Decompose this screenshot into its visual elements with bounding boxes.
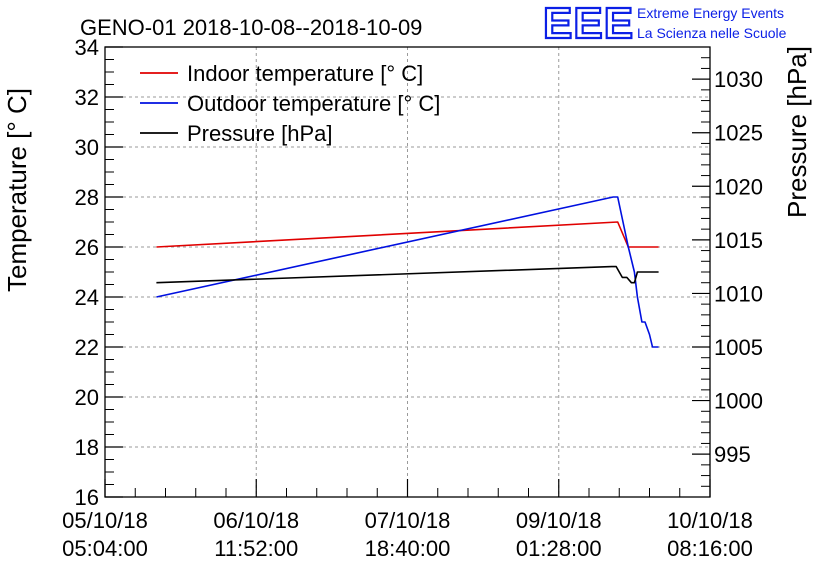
y-tick-label: 16 — [75, 485, 99, 510]
x-axis: 05/10/18 05:04:00 06/10/18 11:52:00 07/10/18… — [62, 479, 753, 561]
x-tick-time-label: 05:04:00 — [62, 536, 148, 561]
y-tick-label: 34 — [75, 35, 99, 60]
y-tick-label: 22 — [75, 335, 99, 360]
x-tick-date-label: 07/10/18 — [365, 508, 451, 533]
series-group — [156, 196, 659, 348]
x-tick-time-label: 11:52:00 — [214, 536, 298, 561]
x-tick-date-label: 10/10/18 — [667, 508, 753, 533]
y2-tick-label: 1020 — [714, 174, 763, 199]
logo-line-1: Extreme Energy Events — [637, 5, 784, 21]
y2-tick-label: 1025 — [714, 121, 763, 146]
logo-line-2: La Scienza nelle Scuole — [637, 25, 787, 41]
y-tick-label: 30 — [75, 135, 99, 160]
grid — [105, 47, 710, 497]
y2-tick-label: 1030 — [714, 67, 763, 92]
eee-logo-text: EEE — [543, 0, 634, 48]
x-tick-time-label: 08:16:00 — [667, 536, 753, 561]
y2-tick-label: 1000 — [714, 389, 763, 414]
series-line-0 — [156, 221, 659, 248]
y2-tick-label: 995 — [714, 442, 751, 467]
x-tick-date-label: 09/10/18 — [516, 508, 602, 533]
y-tick-label: 26 — [75, 235, 99, 260]
y2-tick-label: 1010 — [714, 281, 763, 306]
y-axis-right: 995 1000 1005 1010 1015 1020 1025 1030 — [692, 46, 763, 498]
y-tick-label: 20 — [75, 385, 99, 410]
y-tick-label: 32 — [75, 85, 99, 110]
y-tick-label: 18 — [75, 435, 99, 460]
y-tick-label: 24 — [75, 285, 99, 310]
y2-axis-title: Pressure [hPa] — [782, 46, 812, 218]
x-tick-time-label: 01:28:00 — [516, 536, 602, 561]
y2-tick-label: 1015 — [714, 228, 763, 253]
y-axis-left: 16 18 20 22 24 26 28 30 32 34 — [75, 35, 123, 510]
eee-logo: EEE Extreme Energy Events La Scienza nel… — [542, 0, 787, 49]
y2-tick-label: 1005 — [714, 335, 763, 360]
y-tick-label: 28 — [75, 185, 99, 210]
x-tick-date-label: 05/10/18 — [62, 508, 148, 533]
legend: Indoor temperature [° C] Outdoor temperat… — [140, 61, 440, 146]
series-line-1 — [156, 196, 659, 348]
chart-title: GENO-01 2018-10-08--2018-10-09 — [80, 15, 422, 40]
legend-label-2: Pressure [hPa] — [187, 121, 333, 146]
legend-label-1: Outdoor temperature [° C] — [187, 91, 440, 116]
x-tick-date-label: 06/10/18 — [213, 508, 299, 533]
y-axis-title: Temperature [° C] — [2, 88, 32, 292]
x-tick-time-label: 18:40:00 — [365, 536, 451, 561]
legend-label-0: Indoor temperature [° C] — [187, 61, 423, 86]
series-line-2 — [156, 265, 659, 284]
